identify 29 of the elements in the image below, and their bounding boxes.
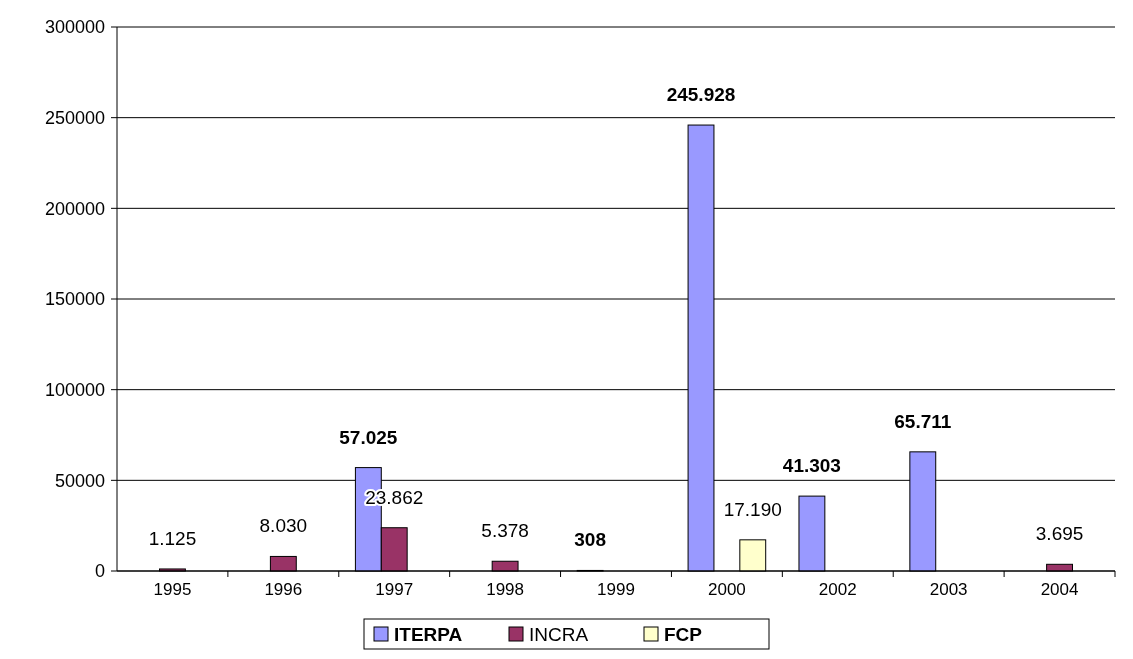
legend-label: ITERPA bbox=[394, 623, 463, 645]
y-tick-label: 300000 bbox=[44, 17, 105, 38]
data-label: 17.190 bbox=[723, 498, 782, 520]
x-tick-label: 1997 bbox=[375, 580, 414, 599]
y-tick-label: 200000 bbox=[44, 198, 105, 219]
y-tick-label: 50000 bbox=[54, 470, 105, 491]
data-label: 308 bbox=[574, 529, 606, 551]
x-tick-label: 1996 bbox=[264, 580, 303, 599]
y-tick-label: 250000 bbox=[44, 107, 105, 128]
data-label: 8.030 bbox=[259, 515, 308, 537]
y-tick-label: 100000 bbox=[44, 379, 105, 400]
x-tick-label: 2000 bbox=[707, 580, 746, 599]
data-label: 41.303 bbox=[782, 455, 841, 477]
data-label: 57.025 bbox=[339, 426, 398, 448]
x-tick-label: 1998 bbox=[486, 580, 525, 599]
x-tick-label: 2002 bbox=[818, 580, 857, 599]
x-tick-label: 2004 bbox=[1040, 580, 1079, 599]
legend-label: INCRA bbox=[529, 623, 589, 645]
data-label: 3.695 bbox=[1035, 523, 1084, 545]
data-label: 245.928 bbox=[666, 84, 736, 106]
legend-label: FCP bbox=[664, 623, 703, 645]
y-tick-label: 0 bbox=[94, 561, 105, 582]
x-tick-label: 1999 bbox=[597, 580, 635, 599]
x-tick-label: 1995 bbox=[153, 580, 192, 599]
data-label: 5.378 bbox=[481, 520, 529, 542]
x-tick-label: 2003 bbox=[929, 580, 968, 599]
data-label: 1.125 bbox=[148, 527, 197, 549]
data-label: 65.711 bbox=[894, 410, 952, 432]
y-tick-label: 150000 bbox=[44, 289, 105, 310]
